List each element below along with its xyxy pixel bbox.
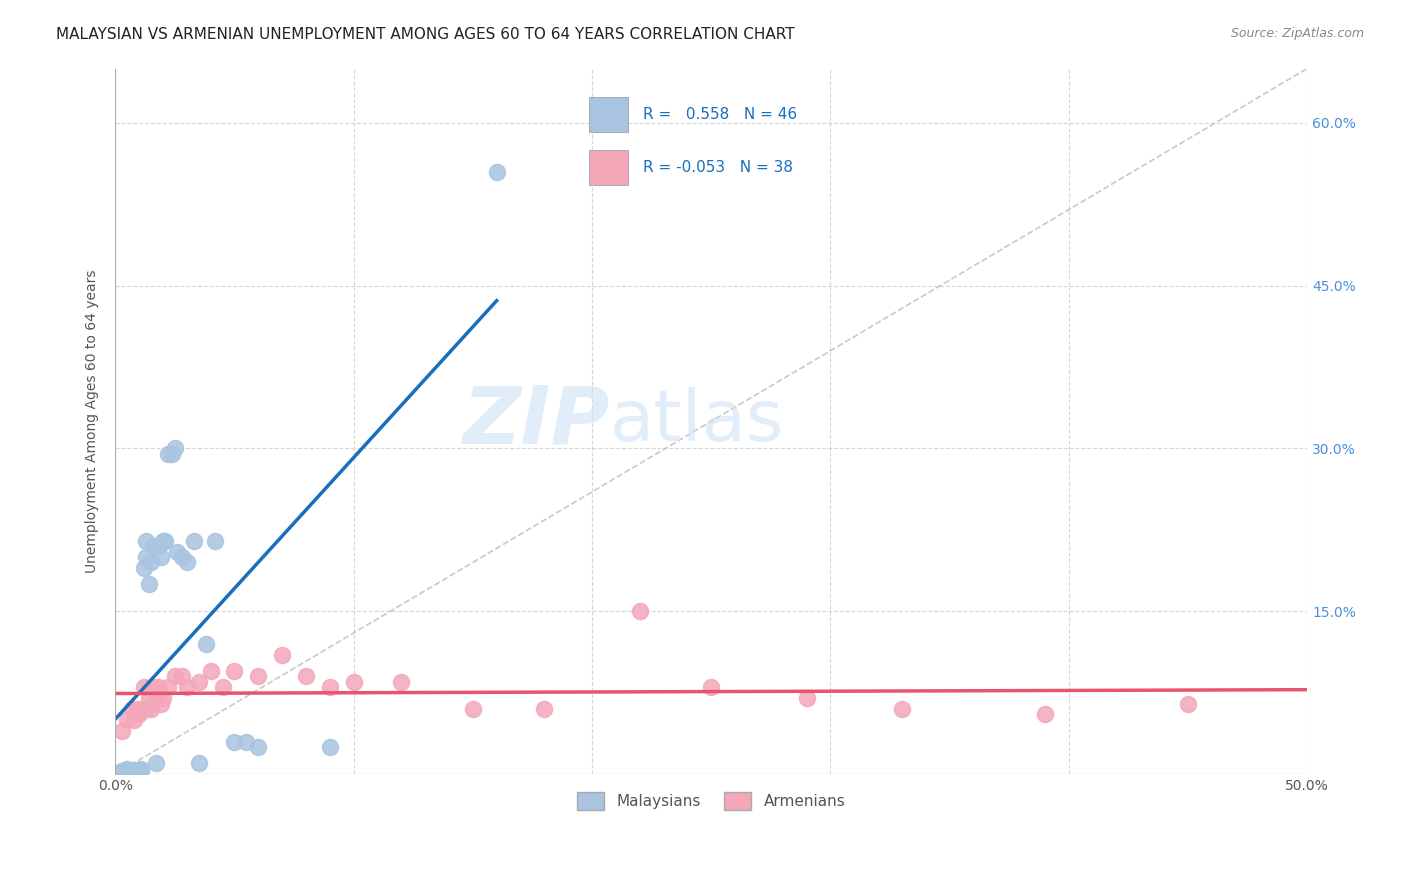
Point	[115, 713, 138, 727]
Point	[135, 549, 157, 564]
Point	[124, 713, 146, 727]
Point	[533, 702, 555, 716]
Point	[131, 764, 153, 778]
Point	[115, 762, 138, 776]
Point	[176, 556, 198, 570]
Point	[343, 674, 366, 689]
Point	[170, 549, 193, 564]
Point	[1177, 697, 1199, 711]
Point	[183, 533, 205, 548]
Point	[121, 702, 143, 716]
Point	[156, 680, 179, 694]
Point	[247, 739, 270, 754]
Point	[111, 766, 134, 780]
Point	[224, 734, 246, 748]
Point	[131, 762, 153, 776]
Point	[124, 764, 146, 779]
Point	[211, 680, 233, 694]
Text: Source: ZipAtlas.com: Source: ZipAtlas.com	[1230, 27, 1364, 40]
Point	[152, 691, 174, 706]
Point	[319, 680, 342, 694]
Point	[700, 680, 723, 694]
Point	[139, 702, 162, 716]
Point	[131, 702, 153, 716]
Point	[149, 549, 172, 564]
Point	[235, 734, 257, 748]
Point	[132, 561, 155, 575]
Point	[200, 664, 222, 678]
Point	[247, 669, 270, 683]
Point	[194, 637, 217, 651]
Point	[148, 680, 170, 694]
Point	[1033, 707, 1056, 722]
Point	[152, 533, 174, 548]
Text: atlas: atlas	[610, 387, 785, 456]
Point	[118, 764, 141, 779]
Point	[128, 763, 150, 777]
Point	[145, 756, 167, 771]
Point	[155, 533, 177, 548]
Point	[142, 680, 165, 694]
Point	[115, 764, 138, 778]
Point	[156, 447, 179, 461]
Point	[628, 604, 651, 618]
Text: MALAYSIAN VS ARMENIAN UNEMPLOYMENT AMONG AGES 60 TO 64 YEARS CORRELATION CHART: MALAYSIAN VS ARMENIAN UNEMPLOYMENT AMONG…	[56, 27, 794, 42]
Point	[135, 702, 157, 716]
Point	[485, 164, 508, 178]
Point	[124, 763, 146, 777]
Point	[125, 702, 148, 716]
Point	[111, 723, 134, 738]
Point	[145, 691, 167, 706]
Point	[149, 697, 172, 711]
Point	[319, 739, 342, 754]
Point	[148, 539, 170, 553]
Point	[187, 674, 209, 689]
Y-axis label: Unemployment Among Ages 60 to 64 years: Unemployment Among Ages 60 to 64 years	[86, 269, 100, 573]
Point	[121, 766, 143, 780]
Point	[162, 447, 184, 461]
Point	[115, 766, 138, 780]
Point	[114, 763, 136, 777]
Point	[128, 707, 150, 722]
Point	[163, 442, 186, 456]
Point	[166, 544, 188, 558]
Point	[132, 680, 155, 694]
Point	[125, 764, 148, 779]
Point	[389, 674, 412, 689]
Point	[204, 533, 226, 548]
Point	[890, 702, 912, 716]
Point	[176, 680, 198, 694]
Point	[170, 669, 193, 683]
Point	[187, 756, 209, 771]
Point	[271, 648, 294, 662]
Point	[118, 763, 141, 777]
Point	[121, 764, 143, 778]
Point	[142, 539, 165, 553]
Point	[135, 533, 157, 548]
Point	[114, 764, 136, 779]
Point	[128, 764, 150, 778]
Point	[295, 669, 318, 683]
Point	[138, 577, 160, 591]
Text: ZIP: ZIP	[463, 383, 610, 460]
Point	[108, 764, 131, 779]
Point	[111, 764, 134, 778]
Point	[139, 556, 162, 570]
Point	[125, 764, 148, 778]
Point	[224, 664, 246, 678]
Point	[796, 691, 818, 706]
Point	[163, 669, 186, 683]
Point	[138, 691, 160, 706]
Legend: Malaysians, Armenians: Malaysians, Armenians	[571, 786, 852, 816]
Point	[461, 702, 484, 716]
